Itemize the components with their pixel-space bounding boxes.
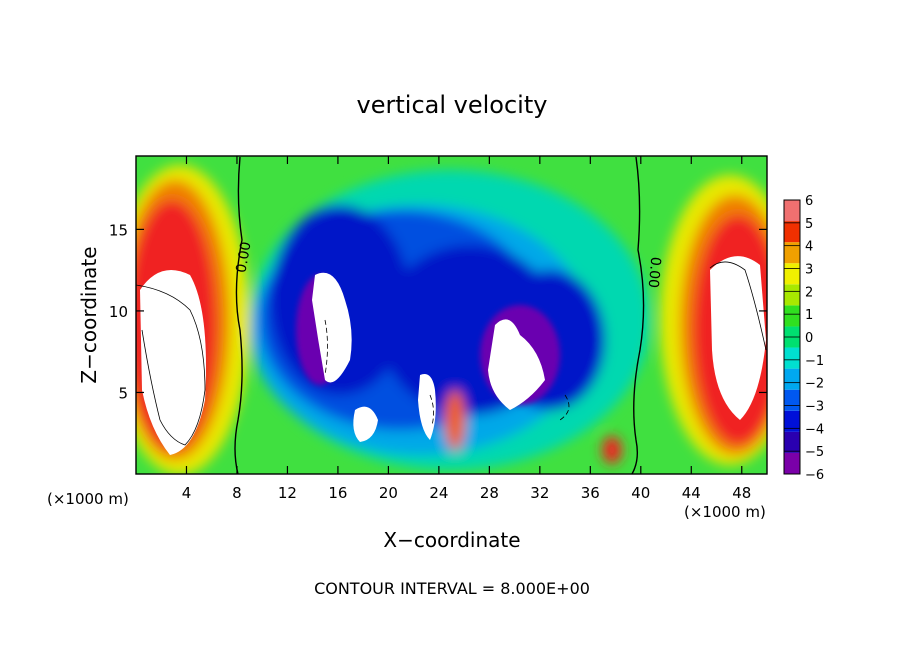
x-axis-ticks: 4 8 12 16 20 24 28 32 36 40 44 48 <box>182 156 751 502</box>
colorbar-swatch <box>784 410 800 432</box>
colorbar-swatch <box>784 347 800 369</box>
colorbar-swatch <box>784 200 800 222</box>
y-tick-label: 15 <box>109 221 128 239</box>
colorbar-swatch <box>784 284 800 306</box>
colorbar-tick-label: 4 <box>805 240 813 255</box>
x-tick-label: 40 <box>631 484 650 502</box>
x-tick-label: 44 <box>682 484 701 502</box>
x-tick-label: 16 <box>328 484 347 502</box>
colorbar-tick-label: 1 <box>805 308 813 323</box>
x-tick-label: 36 <box>581 484 600 502</box>
x-tick-label: 20 <box>379 484 398 502</box>
colorbar-swatch <box>784 242 800 264</box>
colorbar-swatch <box>784 221 800 243</box>
colorbar-tick-label: 5 <box>805 217 813 232</box>
colorbar-swatch <box>784 431 800 453</box>
x-tick-label: 24 <box>429 484 448 502</box>
colorbar-swatch <box>784 305 800 327</box>
x-tick-label: 8 <box>232 484 242 502</box>
x-unit-left: (×1000 m) <box>47 490 129 508</box>
x-unit-right: (×1000 m) <box>684 503 766 521</box>
x-tick-label: 28 <box>480 484 499 502</box>
y-tick-label: 5 <box>118 384 128 402</box>
contour-label: 0.00 <box>645 256 664 288</box>
colorbar-swatch <box>784 368 800 390</box>
colorbar: 6 5 4 3 2 1 0 −1 −2 −3 −4 −5 −6 <box>783 194 824 483</box>
x-tick-label: 32 <box>530 484 549 502</box>
colorbar-swatch <box>784 452 800 474</box>
colorbar-tick-label: −2 <box>805 377 824 392</box>
colorbar-tick-label: 0 <box>805 331 813 346</box>
contour-interval-footer: CONTOUR INTERVAL = 8.000E+00 <box>314 579 590 598</box>
colorbar-swatch <box>784 263 800 285</box>
x-tick-label: 48 <box>732 484 751 502</box>
heatmap-field <box>136 156 767 474</box>
y-tick-label: 10 <box>109 303 128 321</box>
y-axis-ticks: 5 10 15 <box>109 221 767 402</box>
x-tick-label: 12 <box>278 484 297 502</box>
colorbar-tick-label: −3 <box>805 400 824 415</box>
colorbar-tick-label: −4 <box>805 422 824 437</box>
colorbar-tick-label: 3 <box>805 263 813 278</box>
colorbar-tick-label: −6 <box>805 468 824 483</box>
colorbar-tick-label: 6 <box>805 194 813 209</box>
x-axis-label: X−coordinate <box>383 528 520 552</box>
contour-labels: 0.00 0.00 <box>233 241 663 289</box>
colorbar-tick-label: −1 <box>805 354 824 369</box>
chart-title: vertical velocity <box>357 91 548 119</box>
colorbar-tick-label: −5 <box>805 445 824 460</box>
colorbar-swatch <box>784 389 800 411</box>
contour-label: 0.00 <box>233 241 254 274</box>
y-axis-label: Z−coordinate <box>77 246 101 383</box>
colorbar-tick-label: 2 <box>805 285 813 300</box>
x-tick-label: 4 <box>182 484 192 502</box>
plot-frame <box>135 155 768 475</box>
